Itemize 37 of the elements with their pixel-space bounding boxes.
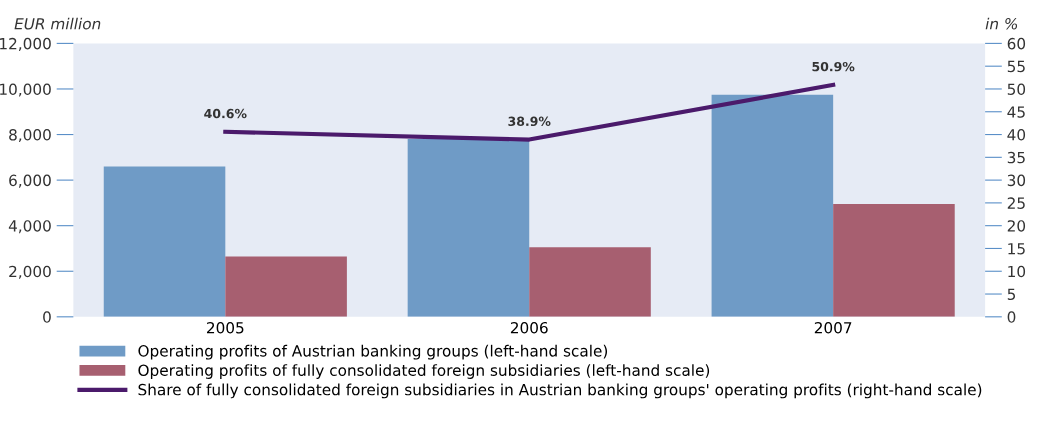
legend-label: Operating profits of Austrian banking groups (left-hand scale)	[138, 344, 608, 360]
x-tick-label: 2005	[207, 321, 244, 334]
y2-tick-label: 0	[1007, 311, 1016, 323]
y2-tick-label: 45	[1007, 106, 1025, 118]
data-label: 50.9%	[812, 61, 855, 72]
y2-tick-label: 30	[1007, 174, 1026, 187]
y-tick-label: 0	[43, 311, 51, 323]
data-label: 40.6%	[204, 108, 247, 119]
bar	[103, 166, 226, 317]
bar	[529, 247, 651, 317]
y2-tick-label: 10	[1008, 265, 1026, 278]
bar	[833, 204, 955, 317]
y-tick-label: 12,000	[0, 37, 51, 51]
y-tick-label: 4,000	[8, 220, 51, 234]
legend-label: Share of fully consolidated foreign subsidiaries in Austrian banking groups' operating profits (right-hand scale)	[138, 383, 982, 399]
y2-tick-label: 5	[1007, 288, 1016, 301]
bar	[407, 139, 530, 317]
legend-label: Operating profits of fully consolidated foreign subsidiaries (left-hand scale)	[138, 364, 710, 379]
bar	[711, 94, 834, 317]
data-label: 38.9%	[508, 116, 551, 127]
y-tick-label: 10,000	[0, 83, 51, 97]
y-tick-label: 8,000	[9, 129, 51, 143]
y-axis-title: EUR million	[14, 17, 101, 30]
y-tick-label: 2,000	[9, 265, 51, 279]
x-tick-label: 2007	[814, 321, 852, 334]
y2-tick-label: 60	[1007, 37, 1026, 50]
y2-tick-label: 15	[1008, 243, 1025, 255]
y-tick-label: 6,000	[9, 174, 51, 188]
y2-tick-label: 50	[1007, 83, 1026, 95]
y2-axis-title: in %	[985, 17, 1018, 30]
y2-tick-label: 20	[1007, 220, 1026, 232]
y2-tick-label: 35	[1007, 151, 1025, 164]
bar	[225, 256, 347, 317]
y2-tick-label: 40	[1007, 129, 1026, 141]
x-tick-label: 2006	[510, 321, 548, 334]
y2-tick-label: 55	[1007, 60, 1025, 73]
y2-tick-label: 25	[1007, 197, 1025, 209]
